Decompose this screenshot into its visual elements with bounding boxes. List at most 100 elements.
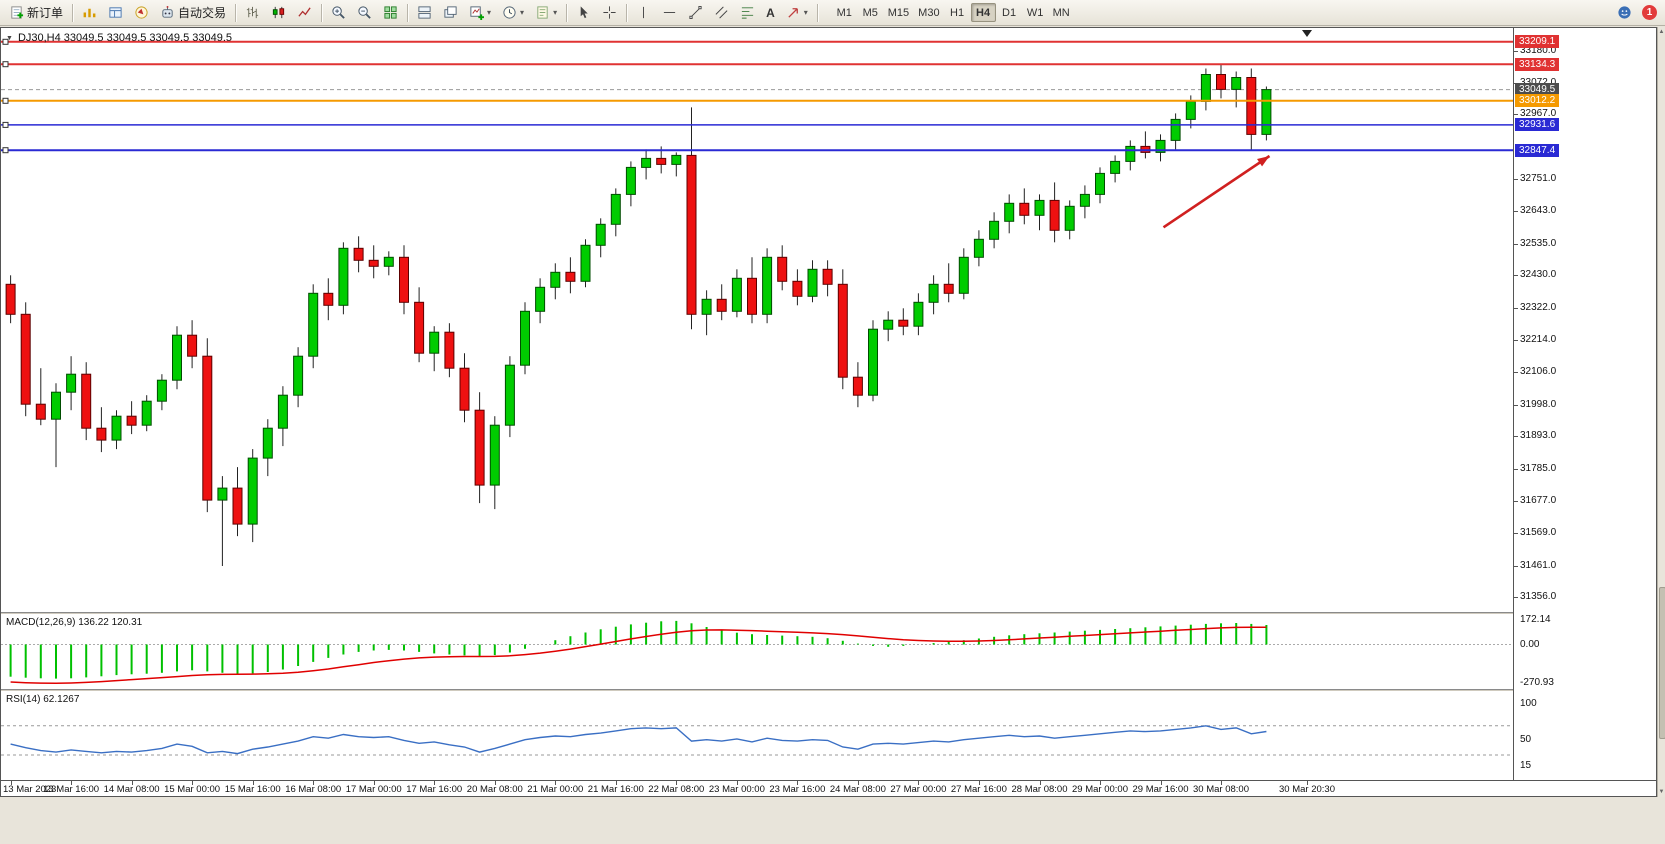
arrow-annotation[interactable] bbox=[1162, 154, 1271, 229]
line-handle bbox=[2, 147, 9, 154]
time-tick-label: 24 Mar 08:00 bbox=[829, 784, 886, 795]
time-tick-mark bbox=[494, 781, 496, 785]
scrollbar-thumb[interactable] bbox=[1659, 587, 1665, 739]
tf-d1-button[interactable]: D1 bbox=[997, 3, 1022, 22]
vertical-line-button[interactable] bbox=[631, 2, 656, 23]
chart-shift-marker[interactable] bbox=[1302, 30, 1312, 37]
zoom-out-button[interactable] bbox=[352, 2, 377, 23]
time-tick-mark bbox=[1100, 781, 1101, 785]
tf-m1-button[interactable]: M1 bbox=[832, 3, 857, 22]
crosshair-button[interactable] bbox=[597, 2, 622, 23]
scroll-down-icon[interactable]: ▼ bbox=[1658, 789, 1665, 795]
time-tick-label: 28 Mar 08:00 bbox=[1011, 784, 1068, 795]
macd-panel[interactable] bbox=[1, 615, 1513, 689]
price-scale[interactable]: 33180.0 33072.0 32967.0 32751.0 32643.0 32535… bbox=[1513, 28, 1656, 780]
new-order-button[interactable]: 新订单 bbox=[4, 2, 68, 23]
trendline-icon bbox=[689, 6, 702, 19]
community-button[interactable] bbox=[1612, 2, 1637, 23]
community-icon bbox=[1618, 6, 1631, 19]
toolbar-separator bbox=[566, 3, 568, 22]
price-tick-label: 31461.0 bbox=[1520, 559, 1557, 571]
new-chart-icon bbox=[470, 6, 485, 20]
toolbar-right: 1 bbox=[1612, 2, 1661, 23]
tf-h1-button[interactable]: H1 bbox=[945, 3, 970, 22]
time-tick-label: 17 Mar 16:00 bbox=[406, 784, 463, 795]
tf-w1-button[interactable]: W1 bbox=[1023, 3, 1048, 22]
candlestick-chart-button[interactable] bbox=[266, 2, 291, 23]
text-tool-button[interactable]: A bbox=[761, 2, 780, 23]
auto-trading-label: 自动交易 bbox=[178, 6, 227, 20]
price-tick-mark bbox=[1514, 50, 1518, 52]
auto-trading-button[interactable]: 自动交易 bbox=[155, 2, 231, 23]
new-chart-button[interactable]: ▾ bbox=[464, 2, 496, 23]
macd-signal-line bbox=[10, 626, 1267, 685]
time-tick-mark bbox=[736, 781, 738, 785]
time-tick-label: 14 Mar 08:00 bbox=[103, 784, 160, 795]
time-axis[interactable]: 13 Mar 2023 13 Mar 16:00 14 Mar 08:00 15 Ma… bbox=[1, 780, 1656, 796]
resistance-line-badge: 33134.3 bbox=[1515, 57, 1560, 71]
price-tick-mark bbox=[1514, 501, 1518, 502]
tf-h4-button[interactable]: H4 bbox=[970, 3, 996, 22]
vertical-scrollbar[interactable]: ▲ ▼ bbox=[1657, 27, 1665, 797]
chevron-down-icon: ▾ bbox=[487, 7, 492, 17]
candles[interactable] bbox=[5, 64, 1272, 566]
text-tool-icon: A bbox=[766, 5, 775, 20]
price-tick-label: 33180.0 bbox=[1520, 44, 1557, 56]
market-watch-button[interactable] bbox=[77, 2, 102, 23]
price-tick-label: 32967.0 bbox=[1520, 108, 1557, 120]
panel-splitter[interactable] bbox=[1, 689, 1656, 691]
timeframe-group: M1 M5 M15 M30 H1 H4 D1 W1 MN bbox=[832, 3, 1074, 22]
time-tick-label: 20 Mar 08:00 bbox=[466, 784, 523, 795]
navigator-icon bbox=[135, 6, 148, 19]
price-chart[interactable] bbox=[1, 28, 1513, 612]
period-button[interactable]: ▾ bbox=[497, 2, 529, 23]
data-window-button[interactable] bbox=[103, 2, 128, 23]
macd-histogram bbox=[9, 620, 1268, 679]
time-tick-mark bbox=[676, 781, 678, 785]
notification-badge[interactable]: 1 bbox=[1642, 5, 1657, 20]
cascade-windows-button[interactable] bbox=[438, 2, 463, 23]
time-tick-mark bbox=[10, 781, 12, 785]
price-tick-mark bbox=[1514, 179, 1518, 181]
time-tick-mark bbox=[1039, 781, 1041, 785]
toolbar-separator bbox=[235, 3, 237, 22]
template-button[interactable]: ▾ bbox=[530, 2, 562, 23]
line-chart-button[interactable] bbox=[292, 2, 317, 23]
channel-button[interactable] bbox=[709, 2, 734, 23]
bar-chart-button[interactable] bbox=[240, 2, 265, 23]
tf-m30-button[interactable]: M30 bbox=[914, 3, 943, 22]
price-tick-label: 32643.0 bbox=[1520, 205, 1557, 217]
time-tick-mark bbox=[434, 781, 436, 785]
rsi-panel[interactable] bbox=[1, 692, 1513, 780]
one-click-trading-toggle[interactable]: ▼ bbox=[6, 34, 13, 42]
time-tick-mark bbox=[373, 781, 375, 785]
cursor-icon bbox=[580, 6, 588, 19]
tf-m5-button[interactable]: M5 bbox=[858, 3, 883, 22]
trendline-button[interactable] bbox=[683, 2, 708, 23]
price-tick-label: 31356.0 bbox=[1520, 591, 1557, 603]
time-tick-mark bbox=[918, 781, 920, 785]
rsi-indicator-label: RSI(14) 62.1267 bbox=[6, 694, 80, 705]
price-lines[interactable] bbox=[1, 38, 1513, 154]
time-tick-mark bbox=[615, 781, 617, 785]
arrange-windows-button[interactable] bbox=[412, 2, 437, 23]
navigator-button[interactable] bbox=[129, 2, 154, 23]
cursor-button[interactable] bbox=[571, 2, 596, 23]
time-tick-mark bbox=[1160, 781, 1162, 785]
tf-m15-button[interactable]: M15 bbox=[884, 3, 913, 22]
panel-splitter[interactable] bbox=[1, 612, 1656, 614]
horizontal-line-button[interactable] bbox=[657, 2, 682, 23]
support-line-badge: 32931.6 bbox=[1515, 118, 1560, 132]
line-handle bbox=[2, 121, 9, 128]
fibonacci-button[interactable] bbox=[735, 2, 760, 23]
tile-windows-button[interactable] bbox=[378, 2, 403, 23]
time-tick-mark bbox=[797, 781, 799, 785]
scroll-up-icon[interactable]: ▲ bbox=[1658, 29, 1665, 35]
macd-scale-label: 0.00 bbox=[1520, 638, 1540, 650]
arrows-tool-button[interactable]: ▾ bbox=[781, 2, 813, 23]
toolbar-separator bbox=[407, 3, 409, 22]
time-tick-label: 27 Mar 00:00 bbox=[890, 784, 947, 795]
tf-mn-button[interactable]: MN bbox=[1049, 3, 1074, 22]
zoom-in-button[interactable] bbox=[326, 2, 351, 23]
price-tick-mark bbox=[1514, 211, 1518, 213]
